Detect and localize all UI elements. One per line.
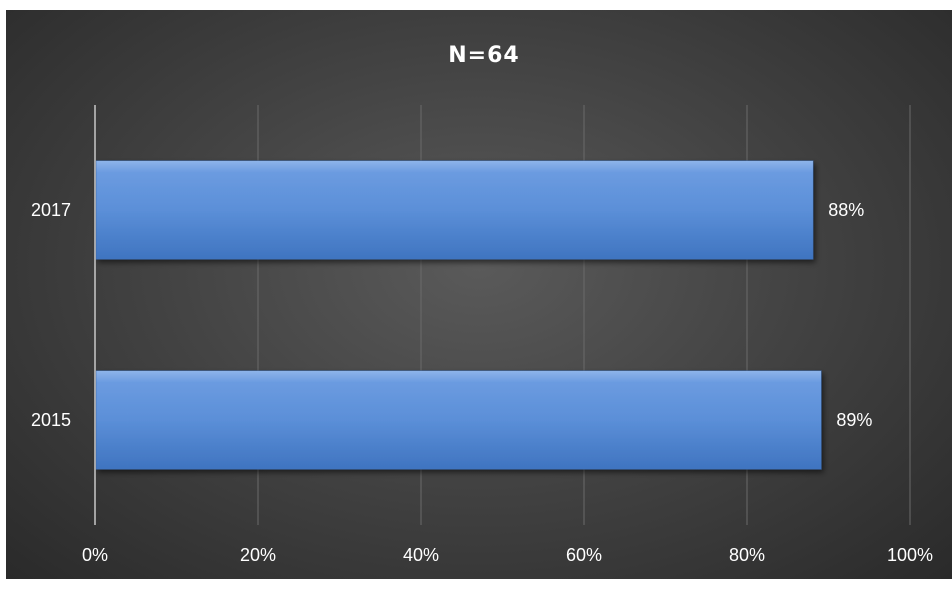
x-tick-label: 60% <box>566 545 602 565</box>
chart-area: N=64 2017 2015 0% 20% 40% 60% 80% 100% 88% 89% <box>6 10 952 579</box>
x-tick-label: 0% <box>82 545 108 565</box>
bar-2015 <box>95 370 822 470</box>
y-axis-labels: 2017 2015 <box>31 200 71 430</box>
data-label-2015: 89% <box>836 410 872 430</box>
y-tick-label: 2017 <box>31 200 71 220</box>
bar-2017 <box>95 160 814 260</box>
x-tick-label: 40% <box>403 545 439 565</box>
data-labels: 88% 89% <box>828 200 872 430</box>
data-label-2017: 88% <box>828 200 864 220</box>
bar-chart: N=64 2017 2015 0% 20% 40% 60% 80% 100% 88% 89% <box>31 43 933 565</box>
bars <box>95 160 822 470</box>
x-tick-label: 20% <box>240 545 276 565</box>
x-tick-label: 100% <box>887 545 933 565</box>
x-axis-labels: 0% 20% 40% 60% 80% 100% <box>82 545 933 565</box>
chart-title: N=64 <box>448 43 519 68</box>
x-tick-label: 80% <box>729 545 765 565</box>
y-tick-label: 2015 <box>31 410 71 430</box>
